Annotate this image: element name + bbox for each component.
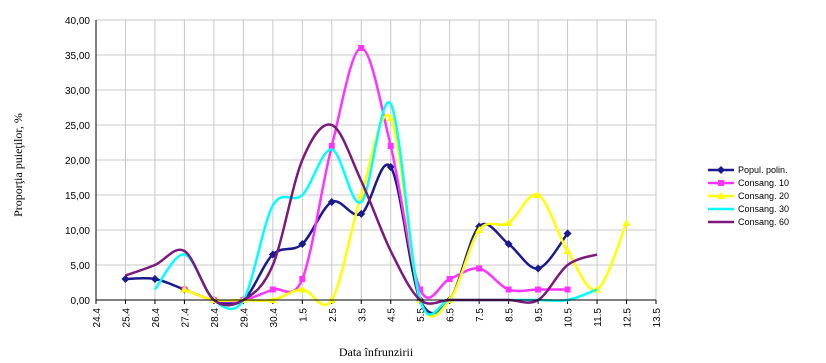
legend-item: Consang. 10 [708, 178, 789, 188]
data-point [622, 219, 631, 226]
data-point [475, 226, 484, 233]
x-tick-label: 24.4 [92, 308, 103, 328]
legend-item: Consang. 60 [708, 217, 789, 227]
legend-item: Consang. 20 [708, 191, 789, 201]
legend-label: Consang. 10 [738, 178, 789, 188]
x-tick-label: 29.4 [239, 308, 250, 328]
x-tick-label: 5.5 [416, 308, 427, 322]
series-line [183, 46, 568, 303]
y-tick-label: 10,00 [65, 226, 90, 237]
x-tick-label: 1.5 [298, 308, 309, 322]
x-axis-title: Data înfrunzirii [339, 345, 414, 359]
y-tick-label: 20,00 [65, 156, 90, 167]
data-point [505, 286, 512, 293]
data-point [358, 45, 365, 51]
y-axis-title: Proporţia puieţilor, % [11, 113, 25, 217]
legend-marker [717, 192, 725, 199]
data-point [386, 114, 395, 121]
legend-label: Popul. polin. [738, 165, 788, 175]
data-point [504, 219, 513, 226]
data-point [504, 240, 513, 248]
x-tick-label: 9.5 [534, 308, 545, 322]
data-point [298, 240, 307, 248]
data-point [386, 163, 395, 171]
y-tick-label: 35,00 [65, 51, 90, 62]
legend-label: Consang. 30 [738, 204, 789, 214]
data-point [299, 276, 306, 282]
data-point [328, 143, 335, 149]
series-line [125, 123, 598, 307]
legend-marker [717, 166, 725, 174]
y-tick-label: 30,00 [65, 86, 90, 97]
x-axis-ticks: 24.4 25.4 26.4 27.4 28.4 29.4 30.4 1.5 2.5 3.5 4.5… [92, 300, 663, 327]
x-tick-label: 11.5 [593, 308, 604, 327]
data-point [269, 286, 276, 293]
data-point [387, 143, 394, 149]
x-tick-label: 8.5 [505, 308, 516, 322]
x-tick-label: 6.5 [446, 308, 457, 322]
data-point [534, 264, 543, 273]
x-tick-label: 7.5 [475, 308, 486, 322]
data-point [563, 247, 572, 254]
x-tick-label: 4.5 [387, 308, 398, 322]
x-tick-label: 28.4 [210, 308, 221, 328]
data-point [298, 285, 307, 293]
data-point [121, 275, 130, 283]
x-tick-label: 10.5 [564, 308, 575, 328]
y-tick-label: 40,00 [65, 16, 90, 27]
data-point [180, 285, 189, 293]
y-tick-label: 15,00 [65, 191, 90, 202]
data-point [534, 191, 543, 198]
x-tick-label: 13.5 [652, 308, 663, 328]
x-tick-label: 25.4 [121, 308, 132, 328]
data-point [564, 286, 571, 293]
data-point [476, 265, 483, 272]
y-tick-label: 5,00 [71, 261, 91, 272]
data-point [327, 198, 336, 206]
data-point [417, 286, 424, 293]
data-point [357, 209, 366, 218]
data-point [535, 286, 542, 293]
data-point [446, 276, 453, 282]
x-tick-label: 30.4 [269, 308, 280, 328]
x-tick-label: 26.4 [151, 308, 162, 328]
legend-item: Consang. 30 [708, 204, 789, 214]
x-tick-label: 2.5 [328, 308, 339, 322]
x-tick-label: 3.5 [357, 308, 368, 322]
legend-marker [718, 180, 724, 186]
data-point [150, 275, 159, 283]
x-tick-label: 27.4 [180, 308, 191, 328]
legend-label: Consang. 20 [738, 191, 789, 201]
y-axis-ticks: 0,00 5,00 10,00 15,00 20,00 25,00 30,00 35,00 40… [65, 16, 90, 307]
series-5 [125, 123, 598, 307]
legend-item: Popul. polin. [708, 165, 788, 175]
legend: Popul. polin. Consang. 10 Consang. 20 Consa… [708, 165, 789, 227]
x-tick-label: 12.5 [623, 308, 634, 328]
legend-label: Consang. 60 [738, 217, 789, 227]
data-point [563, 229, 572, 238]
y-tick-label: 0,00 [71, 296, 91, 307]
y-tick-label: 25,00 [65, 121, 90, 132]
